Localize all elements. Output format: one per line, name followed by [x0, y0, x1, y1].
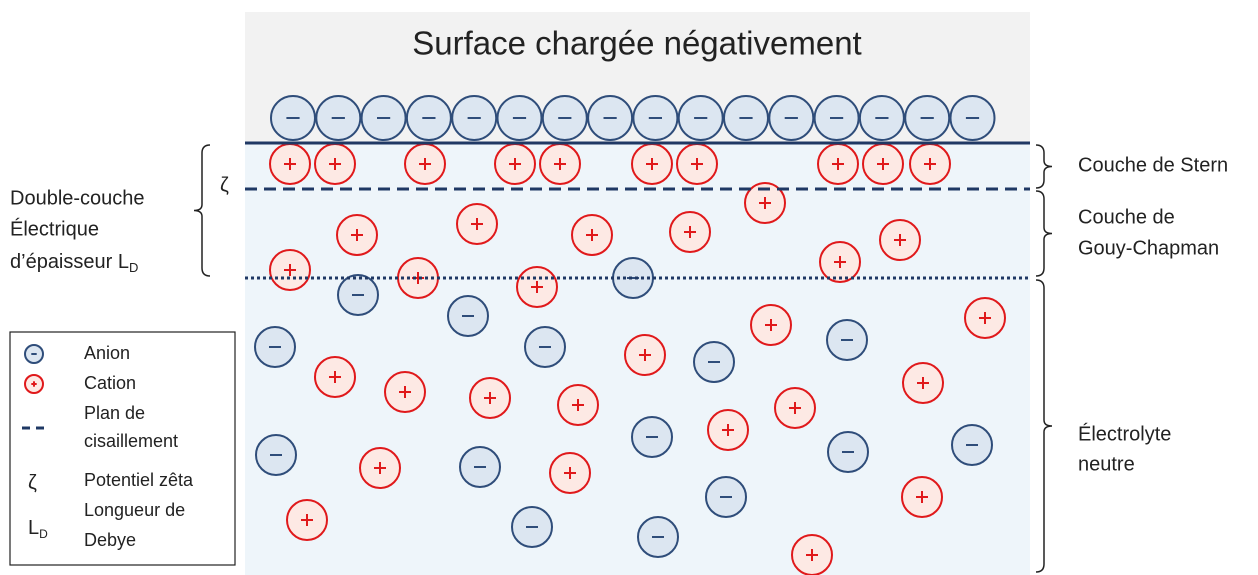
symbol: ζ	[28, 472, 37, 494]
legend-label: Anion	[84, 343, 130, 363]
double-layer-label: Électrique	[10, 217, 99, 240]
ions	[254, 95, 1006, 575]
legend-label: Cation	[84, 373, 136, 393]
legend-label: Plan de	[84, 403, 145, 423]
legend-label: Longueur de	[84, 500, 185, 520]
stern-label: Couche de Stern	[1078, 154, 1228, 176]
brace	[1035, 279, 1053, 573]
electrolyte-label: neutre	[1078, 453, 1135, 475]
braces	[193, 144, 1053, 573]
legend-label: cisaillement	[84, 431, 178, 451]
symbol: L	[28, 517, 39, 539]
subscript: D	[129, 260, 138, 275]
brace	[1035, 144, 1053, 189]
legend-symbol: ζ	[28, 472, 37, 494]
brace	[193, 144, 211, 277]
legend-box	[9, 331, 236, 566]
double-layer-text: d’épaisseur L	[10, 251, 129, 273]
title: Surface chargée négativement	[412, 25, 861, 62]
legend-label: Debye	[84, 530, 136, 550]
legend: Anion Cation Plan de cisaillement ζ Potentiel…	[22, 343, 194, 550]
subscript: D	[39, 527, 48, 541]
legend-label: Potentiel zêta	[84, 470, 194, 490]
gouy-label: Couche de	[1078, 206, 1175, 228]
zeta-label: ζ	[220, 174, 229, 196]
brace	[1035, 190, 1053, 277]
gouy-label: Gouy-Chapman	[1078, 237, 1219, 259]
legend-symbol: LD	[28, 517, 48, 541]
electrolyte-label: Électrolyte	[1078, 422, 1171, 445]
double-layer-label: Double-couche	[10, 187, 145, 209]
double-layer-label: d’épaisseur LD	[10, 251, 138, 275]
